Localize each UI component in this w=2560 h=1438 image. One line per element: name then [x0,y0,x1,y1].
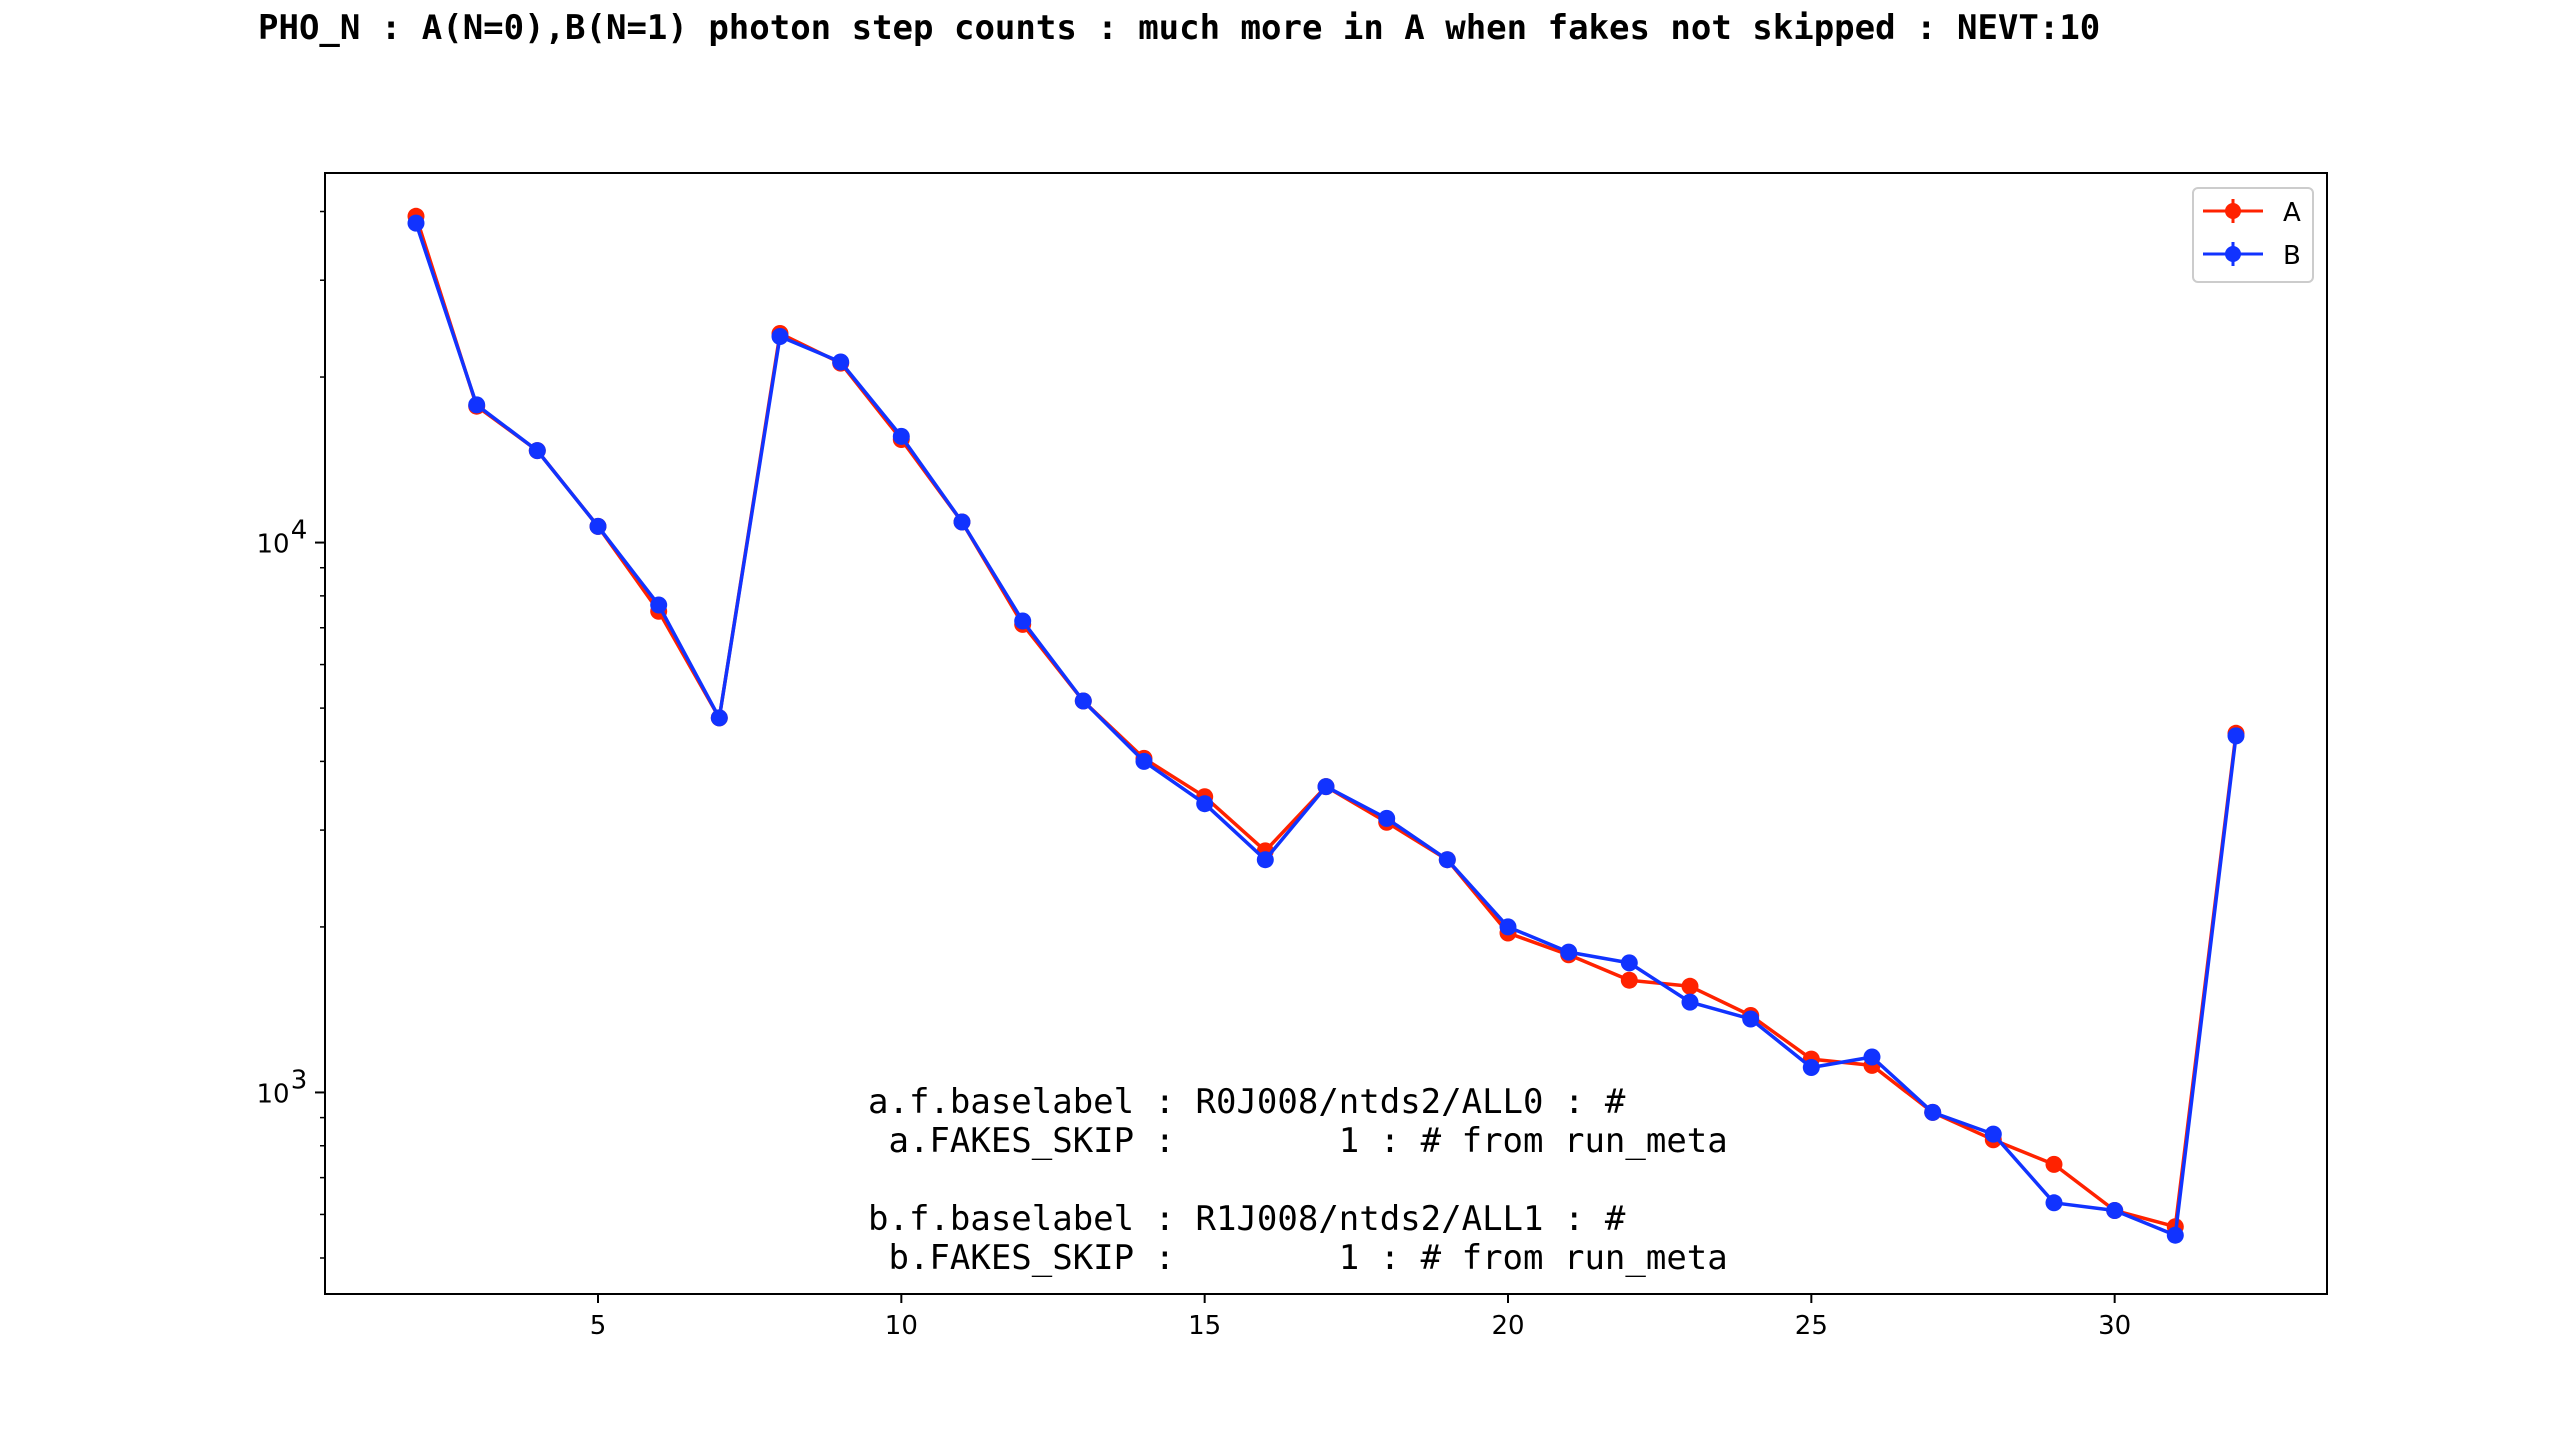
data-point-b [1802,1059,1820,1076]
data-point-b [771,328,789,345]
plot-frame [324,172,2328,1295]
data-point-b [2045,1194,2063,1212]
data-point-a [2045,1155,2063,1173]
data-point-b [1984,1125,2002,1143]
data-point-b [1317,778,1335,796]
chart-title: PHO_N : A(N=0),B(N=1) photon step counts… [258,8,2101,48]
data-point-b [650,596,668,614]
x-tick-label: 15 [1188,1311,1221,1341]
data-point-b [1438,851,1456,869]
data-point-b [1196,795,1214,813]
legend-label-b: B [2283,241,2301,271]
annotation-line-1: a.f.baselabel : R0J008/ntds2/ALL0 : # [868,1082,1626,1122]
data-point-b [1620,954,1638,972]
data-point-b [1863,1048,1881,1066]
data-point-b [407,214,425,232]
data-point-b [1499,918,1517,936]
series-b [407,214,2245,1244]
annotation-line-4: b.FAKES_SKIP : 1 : # from run_meta [868,1238,1728,1278]
data-point-b [468,396,486,414]
data-point-b [832,353,850,371]
annotation-block: a.f.baselabel : R0J008/ntds2/ALL0 : # a.… [868,1082,1728,1278]
data-point-b [1014,612,1032,630]
data-point-b [953,513,971,531]
x-tick-label: 25 [1795,1311,1828,1341]
data-point-b [1681,993,1699,1011]
x-tick-label: 30 [2098,1311,2131,1341]
series-layer [407,207,2245,1244]
data-point-a [1681,977,1699,995]
y-tick-label: 10 [256,530,289,560]
annotation-line-3: b.f.baselabel : R1J008/ntds2/ALL1 : # [868,1199,1626,1239]
y-tick-label: 10 [256,1079,289,1109]
data-point-b [892,427,910,445]
data-point-b [2166,1226,2184,1244]
data-point-b [2227,727,2245,745]
data-point-b [710,709,728,727]
data-point-a [1620,971,1638,989]
y-tick-exponent: 3 [291,1065,308,1095]
y-tick-exponent: 4 [291,516,308,546]
series-line-a [414,215,2238,1229]
data-point-b [1924,1103,1942,1121]
data-point-b [1135,752,1153,770]
legend-label-a: A [2283,198,2301,228]
annotation-line-2: a.FAKES_SKIP : 1 : # from run_meta [868,1121,1728,1161]
x-axis: 5 10 15 20 25 30 [590,1294,2131,1341]
data-point-b [589,517,607,535]
x-tick-label: 10 [885,1311,918,1341]
data-point-b [1742,1010,1760,1028]
data-point-b [1560,943,1578,961]
data-point-b [1378,809,1396,827]
data-point-b [528,442,546,460]
data-point-b [2106,1202,2124,1219]
x-tick-label: 5 [590,1311,607,1341]
x-tick-label: 20 [1491,1311,1524,1341]
legend: A B [2192,187,2314,283]
data-point-b [1256,851,1274,869]
data-point-b [1074,692,1092,710]
